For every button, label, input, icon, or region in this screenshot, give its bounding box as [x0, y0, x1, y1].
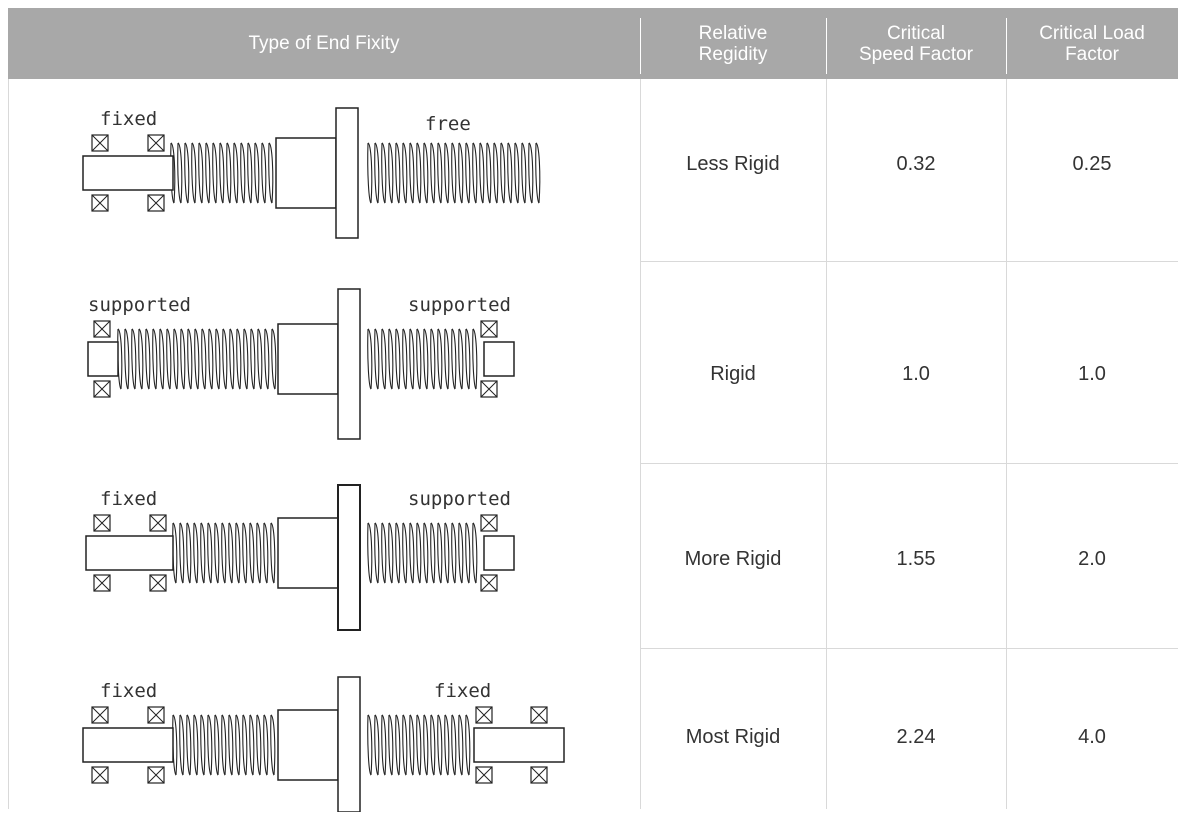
ball-nut-flange-icon: [337, 484, 361, 631]
header-divider: [826, 18, 827, 74]
bearing-cross-box-icon: [91, 706, 548, 784]
header-type-of-end-fixity: Type of End Fixity: [248, 33, 400, 54]
left-end-label: fixed: [100, 680, 157, 702]
threaded-screw-icon: [172, 522, 478, 584]
fixed-fixed-diagram: fixed fixed: [78, 672, 578, 812]
rigidity-cell: Rigid: [710, 362, 756, 385]
column-divider: [1006, 79, 1007, 809]
speed-factor-cell: 1.55: [896, 547, 936, 570]
row-divider: [640, 463, 1178, 464]
ball-nut-flange-icon: [335, 107, 359, 239]
header-critical-speed-factor: Critical Speed Factor: [858, 22, 974, 65]
right-end-label: supported: [408, 294, 511, 316]
column-divider: [640, 79, 641, 809]
table-border-left: [8, 79, 9, 809]
row-divider: [640, 648, 1178, 649]
shaft-end: [483, 341, 515, 377]
table-header: Type of End Fixity Relative Regidity Cri…: [8, 8, 1178, 79]
ball-nut-flange-icon: [337, 288, 361, 440]
ball-nut-body: [275, 137, 337, 209]
left-end-label: fixed: [100, 488, 157, 510]
threaded-screw-icon: [117, 328, 478, 390]
column-divider: [826, 79, 827, 809]
load-factor-cell: 4.0: [1078, 725, 1106, 748]
right-end-label: fixed: [434, 680, 491, 702]
shaft-end: [82, 727, 174, 763]
left-end-label: supported: [88, 294, 191, 316]
ball-nut-body: [277, 709, 339, 781]
end-fixity-table: Type of End Fixity Relative Regidity Cri…: [8, 8, 1178, 812]
shaft-end: [82, 155, 174, 191]
header-divider: [1006, 18, 1007, 74]
screw-assembly-diagram: fixed supported: [85, 484, 515, 631]
ball-nut-flange-icon: [337, 676, 361, 812]
shaft-end: [483, 535, 515, 571]
shaft-end: [87, 341, 119, 377]
header-divider: [640, 18, 641, 74]
shaft-end: [473, 727, 565, 763]
bearing-cross-box-icon: [91, 134, 165, 212]
rigidity-cell: More Rigid: [684, 547, 782, 570]
right-end-label: supported: [408, 488, 511, 510]
left-end-label: fixed: [100, 108, 157, 130]
screw-assembly-diagram: supported supported: [87, 288, 515, 440]
bearing-cross-box-icon: [93, 514, 498, 592]
load-factor-cell: 0.25: [1072, 152, 1112, 175]
speed-factor-cell: 2.24: [896, 725, 936, 748]
ball-nut-body: [277, 517, 339, 589]
fixed-free-diagram: fixed free: [78, 100, 578, 270]
supported-supported-diagram: supported supported: [78, 286, 578, 456]
header-relative-regidity: Relative Regidity: [698, 22, 768, 65]
header-critical-load-factor: Critical Load Factor: [1039, 22, 1145, 65]
rigidity-cell: Less Rigid: [686, 152, 780, 175]
screw-assembly-diagram: fixed free: [82, 107, 541, 239]
shaft-end: [85, 535, 174, 571]
speed-factor-cell: 1.0: [902, 362, 930, 385]
right-end-label: free: [425, 113, 471, 135]
row-divider: [640, 261, 1178, 262]
screw-assembly-diagram: fixed fixed: [82, 676, 565, 812]
fixed-supported-diagram: fixed supported: [78, 480, 578, 650]
bearing-cross-box-icon: [93, 320, 498, 398]
speed-factor-cell: 0.32: [896, 152, 936, 175]
threaded-screw-icon: [170, 142, 541, 204]
rigidity-cell: Most Rigid: [685, 725, 781, 748]
load-factor-cell: 1.0: [1078, 362, 1106, 385]
ball-nut-body: [277, 323, 339, 395]
load-factor-cell: 2.0: [1078, 547, 1106, 570]
